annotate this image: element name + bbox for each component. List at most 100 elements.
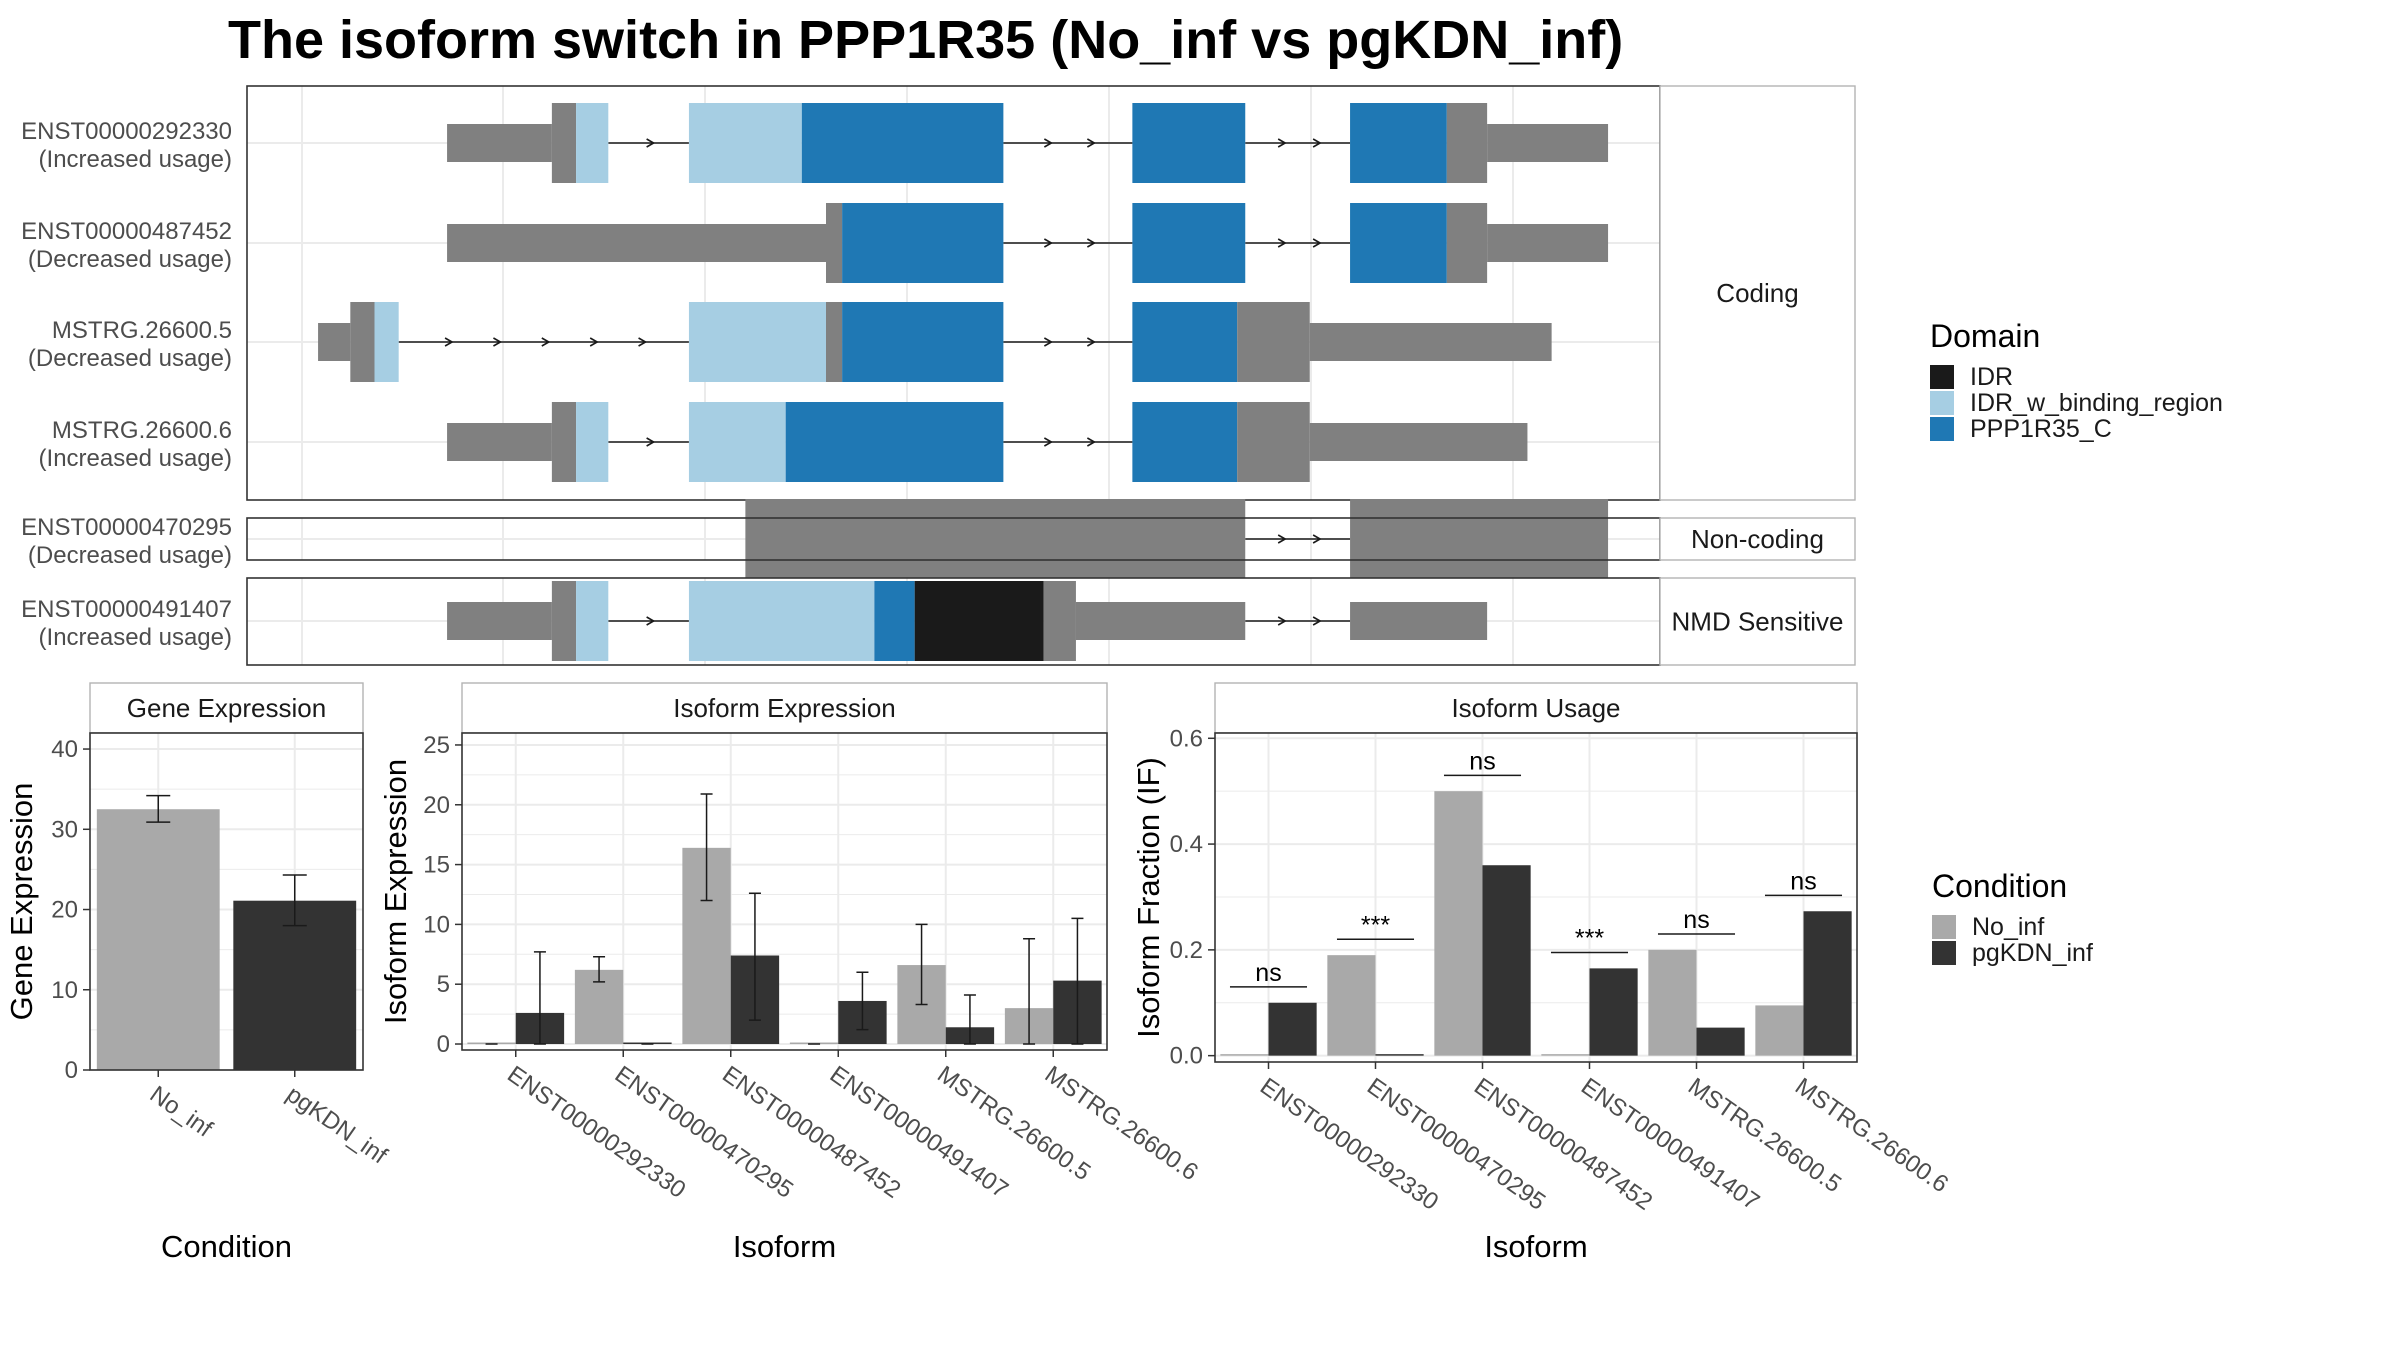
intron-arrow (541, 337, 551, 347)
bar-no-inf (1648, 949, 1697, 1056)
exon-segment (1237, 302, 1310, 382)
transcript-usage-label: (Increased usage) (39, 624, 232, 651)
y-axis-title: Isoform Fraction (IF) (1131, 757, 1166, 1038)
utr-segment (1309, 423, 1528, 461)
figure-title: The isoform switch in PPP1R35 (No_inf vs… (228, 10, 1623, 70)
bar-no-inf (1327, 955, 1376, 1056)
error-bar (282, 874, 307, 927)
bar-pgkdn-inf (1803, 911, 1852, 1056)
significance-label: ns (1255, 959, 1281, 987)
intron-arrow (1086, 337, 1096, 347)
utr-segment (1309, 323, 1552, 361)
domain-segment-ppp1r35-c (1132, 402, 1238, 482)
panel-strip (461, 682, 1108, 734)
legend-key (1932, 941, 1956, 965)
x-tick-label: ENST00000292330 (502, 1061, 690, 1204)
domain-segment-ppp1r35-c (1132, 302, 1238, 382)
structure-group-nmd-sensitive: ENST00000491407(Increased usage) NMD Sens… (21, 577, 1856, 666)
intron-arrow (493, 337, 503, 347)
significance-label: *** (1575, 925, 1604, 953)
y-tick-label: 5 (437, 971, 450, 998)
exon-segment (745, 499, 1246, 579)
domain-segment-ppp1r35-c (801, 103, 1004, 183)
transcript-ENST00000487452: ENST00000487452(Decreased usage) (21, 203, 1609, 283)
intron-arrow (444, 337, 454, 347)
panel-strip (89, 682, 364, 734)
utr-segment (1487, 224, 1609, 262)
panel-border (89, 732, 364, 1071)
legend-key (1932, 915, 1956, 939)
x-axis-title: Isoform (733, 1229, 836, 1264)
intron-arrow (1086, 238, 1096, 248)
panel-strip-label: Gene Expression (127, 693, 326, 723)
intron-arrow (1277, 616, 1287, 626)
panel-border (461, 732, 1108, 1051)
facet-strip-label: NMD Sensitive (1672, 607, 1844, 637)
intron-arrow (638, 337, 648, 347)
utr-segment (318, 323, 351, 361)
utr-segment (447, 602, 552, 640)
utr-segment (1487, 124, 1609, 162)
domain-segment-ppp1r35-c (842, 302, 1004, 382)
utr-segment (1350, 602, 1488, 640)
domain-segment-ppp1r35-c (1350, 103, 1447, 183)
significance-label: *** (1361, 911, 1390, 939)
intron-arrow (1086, 437, 1096, 447)
legend-label: PPP1R35_C (1970, 415, 2112, 443)
exon-segment (1446, 203, 1488, 283)
bar-no-inf (1755, 1005, 1804, 1056)
x-tick-label: pgKDN_inf (281, 1081, 392, 1170)
panel-border (1214, 732, 1858, 1063)
y-tick-label: 20 (423, 792, 450, 819)
expression-panels: Gene Expression 0 10 20 30 40 No_inf pgKDN_inf C… (4, 682, 1953, 1264)
transcript-ENST00000491407: ENST00000491407(Increased usage) (21, 581, 1488, 661)
intron-arrow (1312, 138, 1322, 148)
domain-segment-idr-w-binding-region (688, 302, 826, 382)
bar-pgkdn_inf (233, 900, 357, 1070)
legend-title: Condition (1932, 868, 2067, 904)
bar-pgkdn-inf (1696, 1027, 1745, 1056)
transcript-MSTRG.26600.5: MSTRG.26600.5(Decreased usage) (28, 302, 1552, 382)
exon-segment (1446, 103, 1488, 183)
intron-arrow (1312, 616, 1322, 626)
domain-segment-idr-w-binding-region (688, 581, 875, 661)
error-bar (146, 794, 171, 823)
intron-arrow (589, 337, 599, 347)
bar-no-inf (1434, 791, 1483, 1056)
y-tick-label: 0 (437, 1031, 450, 1058)
bar-pgkdn-inf (1268, 1002, 1317, 1056)
transcript-usage-label: (Decreased usage) (28, 246, 232, 273)
structure-group-coding: ENST00000292330(Increased usage)ENST0000… (21, 85, 1856, 501)
transcript-usage-label: (Decreased usage) (28, 345, 232, 372)
bar-no-inf (1541, 1054, 1590, 1056)
facet-strip-label: Coding (1716, 278, 1798, 308)
bar-panel-gene-expression: Gene Expression 0 10 20 30 40 No_inf pgKDN_inf C… (4, 682, 392, 1264)
legend-key (1930, 417, 1954, 441)
y-tick-label: 15 (423, 852, 450, 879)
y-axis-title: Gene Expression (4, 783, 39, 1021)
facet-strip (1659, 85, 1856, 501)
intron-arrow (1086, 138, 1096, 148)
intron-arrow (1277, 238, 1287, 248)
y-tick-label: 0.4 (1170, 831, 1203, 858)
x-tick-label: ENST00000491407 (1576, 1073, 1764, 1216)
error-bar (748, 892, 761, 1021)
panel-strip-label: Isoform Expression (673, 693, 896, 723)
transcript-id-label: ENST00000470295 (21, 514, 232, 541)
x-axis-title: Condition (161, 1229, 292, 1264)
exon-segment (1350, 499, 1609, 579)
transcript-id-label: ENST00000292330 (21, 118, 232, 145)
transcript-ENST00000292330: ENST00000292330(Increased usage) (21, 103, 1609, 183)
intron-arrow (1043, 337, 1053, 347)
error-bar (593, 955, 606, 983)
x-tick-label: ENST00000487452 (717, 1061, 905, 1204)
utr-segment (447, 224, 826, 262)
domain-segment-idr-w-binding-region (688, 103, 802, 183)
error-bar (1071, 917, 1084, 1045)
transcript-structure-panel: ENST00000292330(Increased usage)ENST0000… (21, 85, 1856, 666)
significance-label: ns (1469, 747, 1495, 775)
error-bar (1023, 938, 1036, 1045)
